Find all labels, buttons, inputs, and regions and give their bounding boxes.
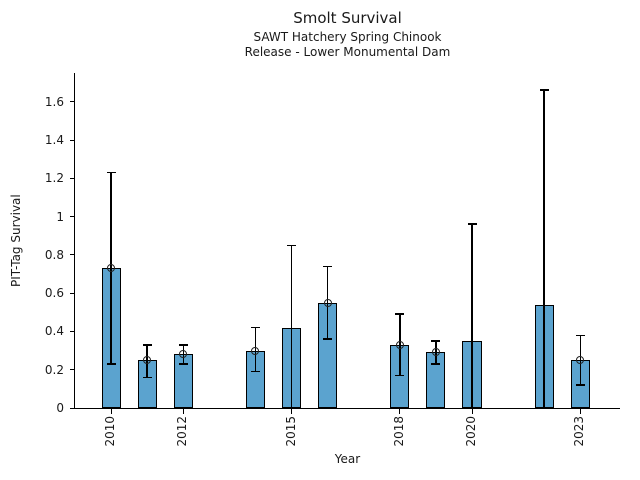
point-marker: [323, 298, 332, 307]
y-tick-label: 0.8: [44, 247, 64, 262]
point-marker: [179, 350, 188, 359]
point-marker: [107, 264, 116, 273]
y-tick-label: 1.4: [44, 133, 64, 147]
y-axis-label: PIT-Tag Survival: [9, 194, 23, 287]
y-tick-label: 0.2: [44, 362, 64, 377]
error-bar-cap-bottom: [431, 363, 441, 365]
chart-subtitle-line-1: SAWT Hatchery Spring Chinook: [253, 30, 442, 44]
point-marker: [431, 348, 440, 357]
point-marker: [395, 340, 404, 349]
error-bar-cap-top: [395, 313, 405, 315]
error-bar-cap-top: [467, 223, 477, 225]
x-tick-label: 2023: [572, 416, 587, 447]
x-axis-spine: [74, 408, 620, 409]
error-bar-line: [290, 245, 293, 408]
error-bar-cap-bottom: [395, 374, 405, 377]
x-tick-mark: [182, 409, 184, 414]
y-tick-label: 1.6: [44, 94, 64, 109]
point-marker: [143, 356, 152, 365]
y-tick-mark: [70, 369, 75, 371]
error-bar-cap-top: [323, 265, 333, 268]
error-bar-line: [543, 90, 545, 408]
error-bar-cap-top: [250, 326, 260, 329]
x-tick-label: 2012: [175, 416, 190, 447]
x-tick-label: 2018: [391, 416, 406, 447]
y-tick-mark: [70, 292, 75, 294]
y-tick-label: 1: [56, 209, 64, 224]
error-bar-cap-bottom: [323, 338, 333, 340]
y-tick-label: 0.6: [44, 286, 64, 301]
x-tick-label: 2015: [283, 416, 298, 447]
y-axis-spine: [74, 73, 75, 409]
error-bar-line: [471, 224, 473, 408]
error-bar-cap-bottom: [250, 370, 260, 373]
x-tick-mark: [579, 409, 581, 414]
y-tick-mark: [70, 216, 75, 218]
x-tick-label: 2020: [464, 416, 479, 447]
x-tick-mark: [291, 409, 293, 414]
x-axis-label: Year: [334, 452, 361, 466]
error-bar-cap-top: [287, 244, 297, 247]
error-bar-cap-top: [539, 89, 549, 91]
chart-subtitle-line-2: Release - Lower Monumental Dam: [244, 45, 451, 59]
y-tick-mark: [70, 139, 75, 141]
error-bar-cap-top: [575, 334, 585, 336]
y-tick-mark: [70, 101, 75, 103]
y-tick-mark: [70, 330, 75, 332]
x-tick-mark: [110, 409, 112, 414]
x-tick-label: 2010: [103, 416, 118, 447]
y-tick-label: 0.4: [44, 324, 64, 339]
y-tick-label: 0: [56, 401, 64, 415]
error-bar-cap-bottom: [178, 363, 188, 365]
x-tick-mark: [471, 409, 473, 414]
point-marker: [251, 346, 260, 355]
error-bar-cap-top: [106, 171, 116, 174]
point-marker: [576, 356, 585, 365]
y-tick-label: 1.2: [44, 171, 64, 186]
error-bar-cap-top: [142, 344, 152, 346]
y-tick-mark: [70, 254, 75, 256]
chart-title: Smolt Survival: [293, 9, 402, 27]
error-bar-cap-bottom: [575, 384, 585, 386]
y-tick-mark: [70, 407, 75, 409]
error-bar-cap-bottom: [106, 363, 116, 365]
error-bar-cap-top: [431, 340, 441, 342]
x-tick-mark: [399, 409, 401, 414]
error-bar-cap-bottom: [142, 376, 152, 379]
y-tick-mark: [70, 177, 75, 179]
error-bar-cap-top: [178, 344, 188, 346]
